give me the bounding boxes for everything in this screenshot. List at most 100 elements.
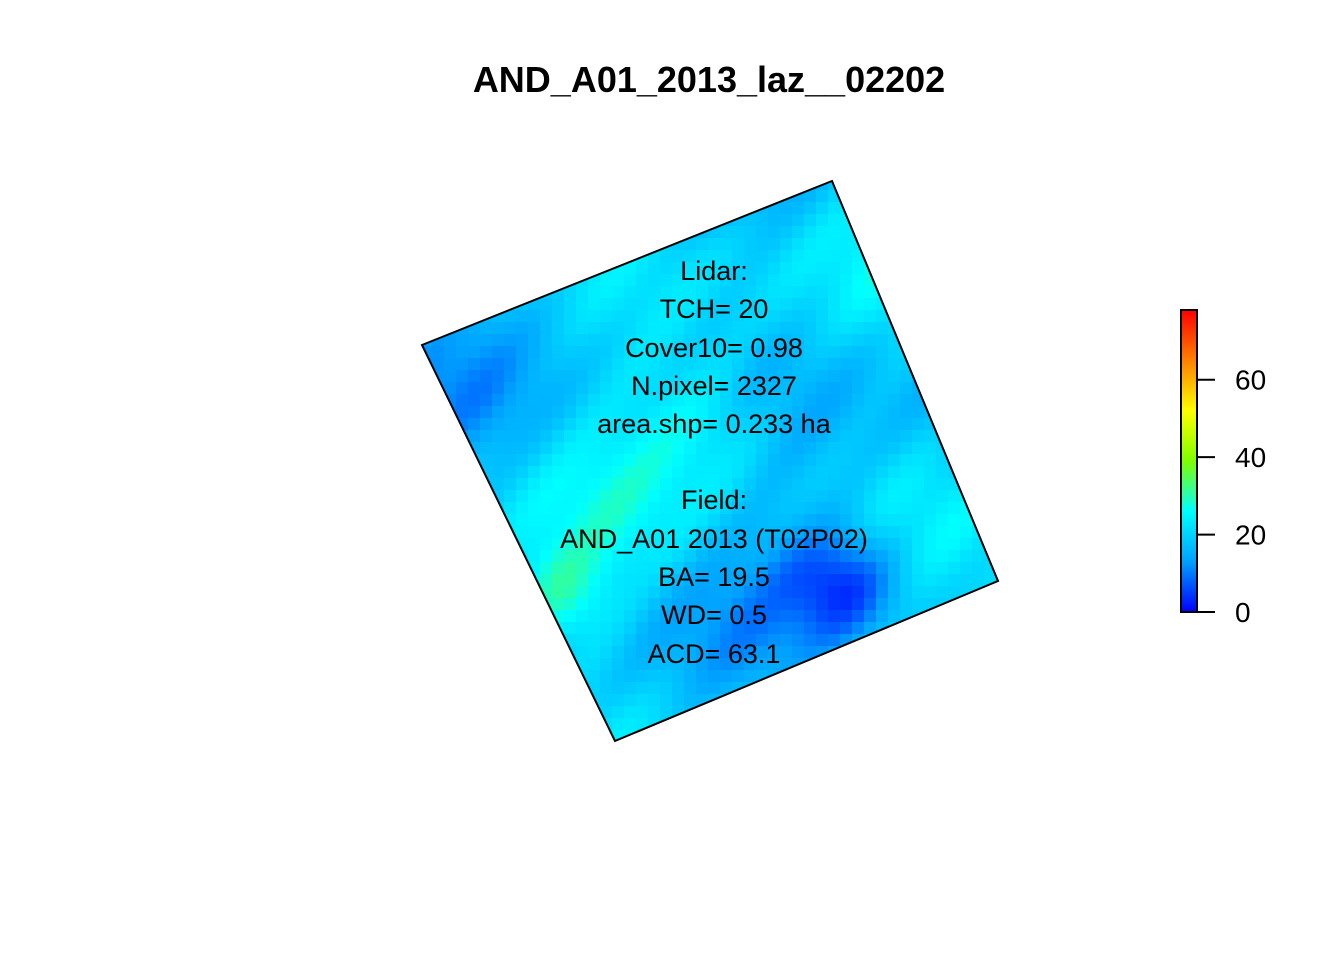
raster-cell xyxy=(660,442,673,455)
raster-cell xyxy=(960,334,973,347)
raster-cell xyxy=(684,646,697,659)
raster-cell xyxy=(888,430,901,443)
raster-cell xyxy=(648,682,661,695)
raster-cell xyxy=(720,742,733,755)
raster-cell xyxy=(936,226,949,239)
raster-cell xyxy=(876,502,889,515)
raster-cell xyxy=(804,286,817,299)
raster-cell xyxy=(636,538,649,551)
raster-cell xyxy=(528,382,541,395)
raster-cell xyxy=(732,262,745,275)
raster-cell xyxy=(852,202,865,215)
raster-cell xyxy=(660,370,673,383)
raster-cell xyxy=(780,574,793,587)
raster-cell xyxy=(456,646,469,659)
raster-cell xyxy=(996,634,998,647)
raster-cell xyxy=(960,562,973,575)
raster-cell xyxy=(600,226,613,239)
raster-cell xyxy=(480,262,493,275)
raster-cell xyxy=(804,406,817,419)
raster-cell xyxy=(540,526,553,539)
raster-cell xyxy=(492,406,505,419)
raster-cell xyxy=(480,610,493,623)
raster-cell xyxy=(924,742,937,755)
raster-cell xyxy=(996,238,998,251)
raster-cell xyxy=(864,490,877,503)
raster-cell xyxy=(516,490,529,503)
raster-cell xyxy=(972,286,985,299)
raster-cell xyxy=(744,706,757,719)
raster-cell xyxy=(804,550,817,563)
raster-cell xyxy=(768,406,781,419)
raster-cell xyxy=(636,430,649,443)
raster-cell xyxy=(828,262,841,275)
raster-cell xyxy=(672,286,685,299)
raster-cell xyxy=(900,670,913,683)
raster-cell xyxy=(624,538,637,551)
raster-cell xyxy=(840,250,853,263)
raster-cell xyxy=(888,262,901,275)
raster-cell xyxy=(732,286,745,299)
raster-cell xyxy=(636,466,649,479)
raster-cell xyxy=(636,502,649,515)
raster-cell xyxy=(816,238,829,251)
raster-cell xyxy=(912,190,925,203)
raster-cell xyxy=(864,298,877,311)
raster-cell xyxy=(444,442,457,455)
raster-cell xyxy=(804,202,817,215)
raster-cell xyxy=(528,286,541,299)
raster-cell xyxy=(876,346,889,359)
raster-cell xyxy=(444,622,457,635)
raster-cell xyxy=(828,298,841,311)
raster-cell xyxy=(768,562,781,575)
raster-cell xyxy=(456,334,469,347)
raster-cell xyxy=(660,682,673,695)
raster-cell xyxy=(924,430,937,443)
raster-cell xyxy=(816,370,829,383)
raster-cell xyxy=(744,406,757,419)
raster-cell xyxy=(744,394,757,407)
raster-cell xyxy=(732,346,745,359)
raster-cell xyxy=(600,550,613,563)
raster-cell xyxy=(912,706,925,719)
raster-cell xyxy=(804,706,817,719)
raster-cell xyxy=(912,550,925,563)
raster-cell xyxy=(444,670,457,683)
raster-cell xyxy=(516,274,529,287)
raster-cell xyxy=(612,694,625,707)
raster-cell xyxy=(672,574,685,587)
annotation-line: Cover10= 0.98 xyxy=(625,333,803,363)
raster-cell xyxy=(792,406,805,419)
raster-cell xyxy=(492,466,505,479)
raster-cell xyxy=(852,274,865,287)
raster-cell xyxy=(468,430,481,443)
raster-cell xyxy=(996,394,998,407)
raster-cell xyxy=(984,202,997,215)
raster-cell xyxy=(468,490,481,503)
annotation-line: WD= 0.5 xyxy=(661,600,767,630)
raster-cell xyxy=(576,694,589,707)
raster-cell xyxy=(768,598,781,611)
raster-cell xyxy=(960,346,973,359)
raster-cell xyxy=(540,454,553,467)
raster-cell xyxy=(564,442,577,455)
raster-cell xyxy=(672,250,685,263)
raster-cell xyxy=(684,322,697,335)
raster-cell xyxy=(432,706,445,719)
raster-cell xyxy=(840,658,853,671)
raster-cell xyxy=(960,262,973,275)
raster-cell xyxy=(684,742,697,755)
raster-cell xyxy=(960,286,973,299)
raster-cell xyxy=(804,730,817,741)
raster-cell xyxy=(768,298,781,311)
raster-cell xyxy=(900,538,913,551)
raster-cell xyxy=(456,202,469,215)
raster-cell xyxy=(960,418,973,431)
raster-cell xyxy=(852,466,865,479)
raster-cell xyxy=(852,322,865,335)
raster-cell xyxy=(816,190,829,203)
raster-cell xyxy=(564,466,577,479)
raster-cell xyxy=(864,562,877,575)
raster-cell xyxy=(468,181,481,191)
raster-cell xyxy=(636,181,649,191)
